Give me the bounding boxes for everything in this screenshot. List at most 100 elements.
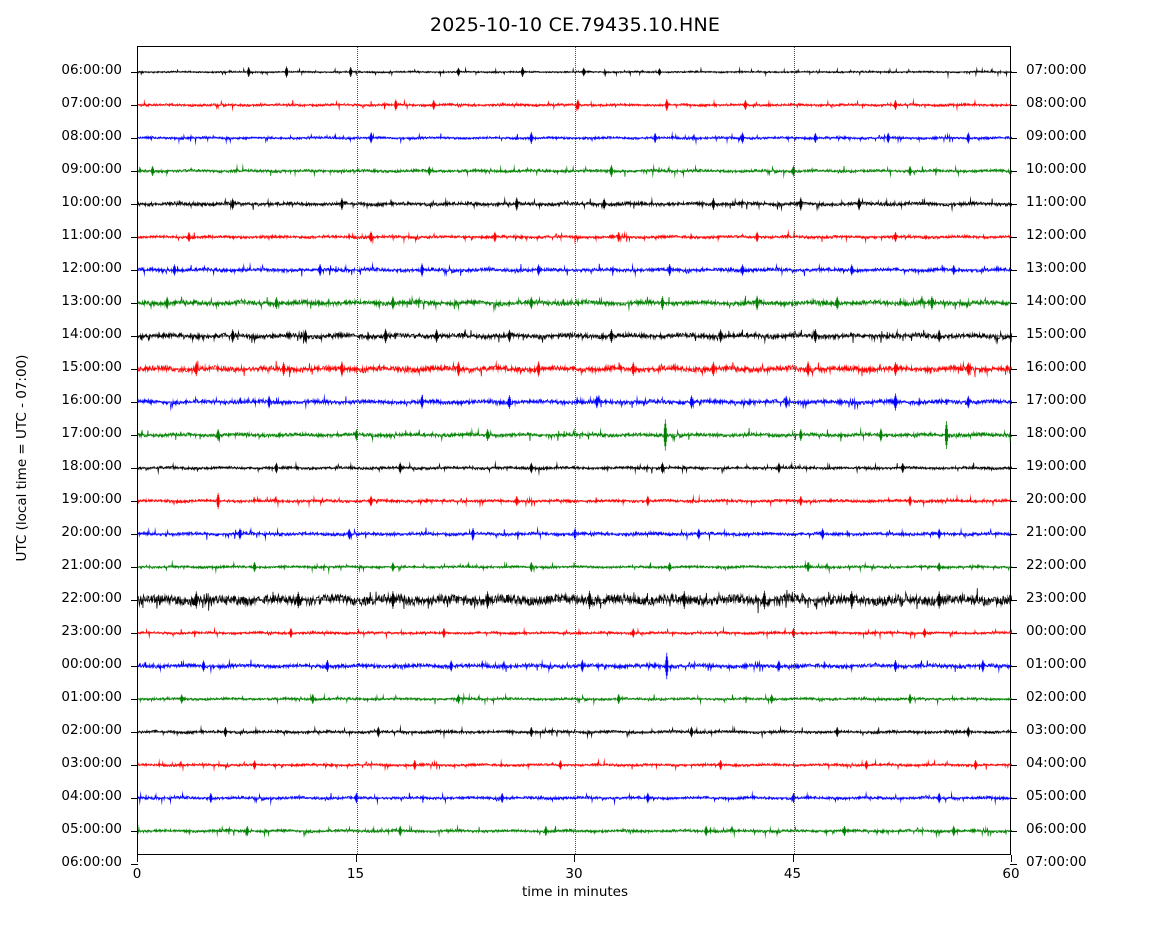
left-tick-0	[131, 72, 138, 73]
left-tick-22	[131, 798, 138, 799]
right-axis-label-0: 07:00:00	[1026, 62, 1087, 78]
left-tick-14	[131, 534, 138, 535]
x-tick-60	[1011, 855, 1012, 862]
left-axis-label-21: 03:00:00	[61, 755, 122, 771]
x-axis-label-30: 30	[565, 866, 583, 882]
right-tick-18	[1010, 666, 1017, 667]
left-axis-label-9: 15:00:00	[61, 359, 122, 375]
right-axis-label-5: 12:00:00	[1026, 227, 1087, 243]
right-axis-label-1: 08:00:00	[1026, 95, 1087, 111]
right-axis-label-17: 00:00:00	[1026, 623, 1087, 639]
right-tick-23	[1010, 831, 1017, 832]
left-axis-label-1: 07:00:00	[61, 95, 122, 111]
right-tick-7	[1010, 303, 1017, 304]
right-axis-label-2: 09:00:00	[1026, 128, 1087, 144]
left-axis-label-23: 05:00:00	[61, 821, 122, 837]
x-tick-0	[137, 855, 138, 862]
left-tick-12	[131, 468, 138, 469]
x-tick-30	[574, 855, 575, 862]
left-tick-24	[131, 864, 138, 865]
right-tick-22	[1010, 798, 1017, 799]
left-tick-16	[131, 600, 138, 601]
x-axis-label-0: 0	[132, 866, 142, 882]
left-axis-label-3: 09:00:00	[61, 161, 122, 177]
right-axis-label-11: 18:00:00	[1026, 425, 1087, 441]
left-axis-label-19: 01:00:00	[61, 689, 122, 705]
left-tick-10	[131, 402, 138, 403]
right-tick-21	[1010, 765, 1017, 766]
left-tick-18	[131, 666, 138, 667]
left-tick-23	[131, 831, 138, 832]
right-axis-label-10: 17:00:00	[1026, 392, 1087, 408]
right-tick-9	[1010, 369, 1017, 370]
right-tick-0	[1010, 72, 1017, 73]
right-axis-label-15: 22:00:00	[1026, 557, 1087, 573]
left-axis-label-14: 20:00:00	[61, 524, 122, 540]
left-tick-11	[131, 435, 138, 436]
left-tick-15	[131, 567, 138, 568]
right-axis-label-21: 04:00:00	[1026, 755, 1087, 771]
right-tick-19	[1010, 699, 1017, 700]
right-axis-label-18: 01:00:00	[1026, 656, 1087, 672]
right-axis-label-22: 05:00:00	[1026, 788, 1087, 804]
right-tick-14	[1010, 534, 1017, 535]
gridline-15min	[356, 47, 358, 854]
left-tick-13	[131, 501, 138, 502]
right-tick-3	[1010, 171, 1017, 172]
left-tick-5	[131, 237, 138, 238]
left-axis-label-2: 08:00:00	[61, 128, 122, 144]
right-tick-13	[1010, 501, 1017, 502]
left-tick-8	[131, 336, 138, 337]
right-axis-label-4: 11:00:00	[1026, 194, 1087, 210]
left-tick-9	[131, 369, 138, 370]
right-axis-label-20: 03:00:00	[1026, 722, 1087, 738]
right-tick-20	[1010, 732, 1017, 733]
right-tick-11	[1010, 435, 1017, 436]
left-axis-label-7: 13:00:00	[61, 293, 122, 309]
right-axis-label-13: 20:00:00	[1026, 491, 1087, 507]
gridline-45min	[793, 47, 795, 854]
right-tick-4	[1010, 204, 1017, 205]
right-tick-2	[1010, 138, 1017, 139]
plot-area	[131, 46, 1017, 865]
left-tick-4	[131, 204, 138, 205]
left-tick-1	[131, 105, 138, 106]
left-tick-19	[131, 699, 138, 700]
left-axis-label-18: 00:00:00	[61, 656, 122, 672]
left-axis-label-6: 12:00:00	[61, 260, 122, 276]
left-axis-label-15: 21:00:00	[61, 557, 122, 573]
left-axis-label-4: 10:00:00	[61, 194, 122, 210]
left-axis-label-17: 23:00:00	[61, 623, 122, 639]
right-tick-1	[1010, 105, 1017, 106]
right-axis-label-8: 15:00:00	[1026, 326, 1087, 342]
x-axis-label-15: 15	[346, 866, 365, 882]
right-axis-label-23: 06:00:00	[1026, 821, 1087, 837]
x-axis-title: time in minutes	[521, 884, 629, 900]
gridline-30min	[575, 47, 576, 854]
left-axis-label-16: 22:00:00	[61, 590, 122, 606]
left-tick-2	[131, 138, 138, 139]
right-axis-label-12: 19:00:00	[1026, 458, 1087, 474]
y-axis-title: UTC (local time = UTC - 07:00)	[14, 354, 30, 562]
left-tick-3	[131, 171, 138, 172]
right-tick-16	[1010, 600, 1017, 601]
left-tick-20	[131, 732, 138, 733]
left-axis-label-5: 11:00:00	[61, 227, 122, 243]
left-tick-7	[131, 303, 138, 304]
right-tick-5	[1010, 237, 1017, 238]
left-axis-label-0: 06:00:00	[61, 62, 122, 78]
x-tick-15	[355, 855, 357, 862]
left-axis-label-22: 04:00:00	[61, 788, 122, 804]
right-axis-label-7: 14:00:00	[1026, 293, 1087, 309]
right-axis-label-9: 16:00:00	[1026, 359, 1087, 375]
left-axis-label-24: 06:00:00	[61, 854, 122, 870]
right-axis-label-19: 02:00:00	[1026, 689, 1087, 705]
left-axis-label-11: 17:00:00	[61, 425, 122, 441]
left-axis-label-13: 19:00:00	[61, 491, 122, 507]
right-tick-15	[1010, 567, 1017, 568]
left-axis-label-20: 02:00:00	[61, 722, 122, 738]
right-tick-17	[1010, 633, 1017, 634]
left-axis-label-8: 14:00:00	[61, 326, 122, 342]
right-axis-label-16: 23:00:00	[1026, 590, 1087, 606]
